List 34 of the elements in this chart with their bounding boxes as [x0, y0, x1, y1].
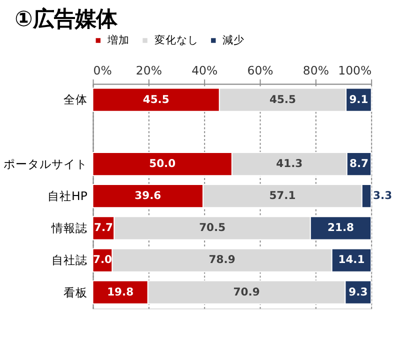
data-label: 57.1	[269, 189, 296, 202]
data-label: 8.7	[349, 156, 369, 170]
x-tick-label: 0%	[93, 64, 112, 78]
data-label: 9.3	[348, 285, 368, 298]
chart-title: ①広告媒体	[14, 7, 118, 32]
y-tick-label: 自社HP	[48, 189, 88, 204]
x-tick-label: 100%	[338, 64, 372, 78]
y-tick-label: 全体	[63, 92, 88, 107]
data-label: 3.3	[373, 189, 392, 202]
x-tick-label: 80%	[302, 64, 329, 78]
y-tick-label: 情報誌	[50, 221, 88, 236]
data-label: 45.5	[142, 92, 170, 106]
legend-label: 減少	[222, 33, 245, 46]
data-label: 50.0	[149, 156, 176, 170]
data-label: 78.9	[208, 253, 236, 266]
data-label: 21.8	[328, 221, 354, 234]
y-tick-label: 自社誌	[51, 253, 88, 268]
data-label: 70.9	[233, 285, 260, 298]
x-tick-label: 60%	[247, 64, 274, 78]
y-tick-label: 看板	[63, 285, 88, 300]
data-label: 7.0	[93, 253, 112, 266]
data-label: 14.1	[338, 253, 365, 266]
data-label: 39.6	[134, 189, 162, 202]
legend-label: 変化なし	[154, 33, 198, 46]
data-label: 9.1	[349, 92, 368, 106]
data-label: 7.7	[94, 221, 114, 234]
x-tick-label: 40%	[192, 64, 218, 78]
data-label: 41.3	[276, 156, 303, 170]
x-tick-label: 20%	[136, 64, 162, 78]
data-label: 45.5	[269, 92, 296, 106]
legend-label: 増加	[106, 33, 130, 46]
data-label: 70.5	[199, 221, 226, 234]
data-label: 19.8	[107, 285, 134, 298]
y-tick-label: ポータルサイト	[3, 156, 88, 171]
